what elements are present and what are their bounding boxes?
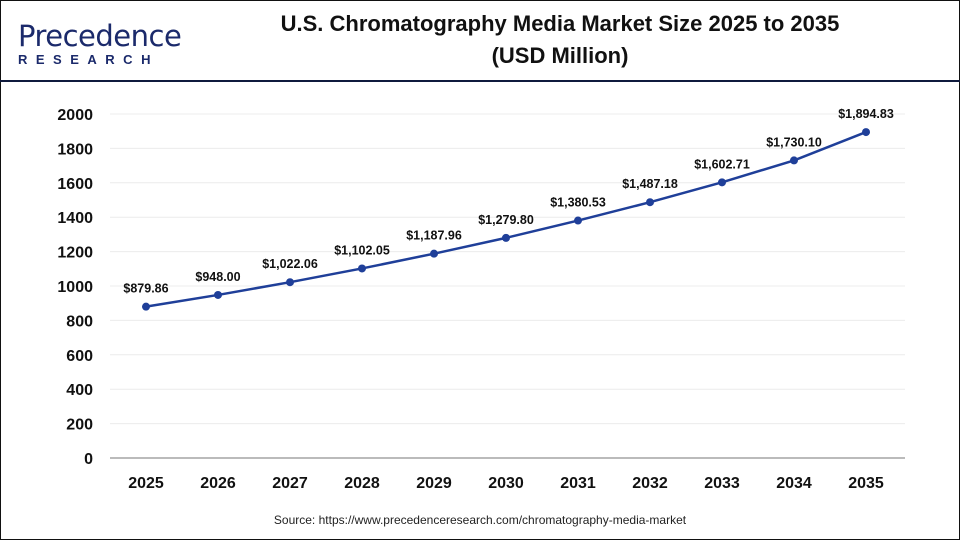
data-label: $1,022.06 bbox=[262, 257, 318, 271]
title-line-2: (USD Million) bbox=[491, 43, 629, 68]
x-tick-label: 2031 bbox=[560, 475, 596, 492]
data-label: $1,894.83 bbox=[838, 107, 894, 121]
data-point bbox=[574, 216, 582, 225]
data-point bbox=[214, 290, 222, 299]
source-note: Source: https://www.precedenceresearch.c… bbox=[273, 513, 687, 527]
title-line-1: U.S. Chromatography Media Market Size 20… bbox=[280, 11, 840, 36]
x-tick-label: 2026 bbox=[200, 475, 236, 492]
data-label: $1,187.96 bbox=[406, 229, 462, 243]
y-tick-label: 1400 bbox=[57, 210, 93, 227]
data-point bbox=[718, 178, 726, 187]
x-tick-label: 2028 bbox=[344, 475, 380, 492]
data-label: $1,730.10 bbox=[766, 135, 822, 149]
x-tick-label: 2027 bbox=[272, 475, 308, 492]
data-point bbox=[430, 249, 438, 258]
y-tick-label: 400 bbox=[66, 382, 93, 399]
y-tick-label: 0 bbox=[84, 451, 93, 468]
data-label: $1,279.80 bbox=[478, 213, 534, 227]
y-tick-label: 2000 bbox=[57, 107, 93, 124]
x-tick-label: 2033 bbox=[704, 475, 740, 492]
data-label: $879.86 bbox=[123, 282, 168, 296]
logo-main-text: Precedence bbox=[18, 19, 182, 53]
chart-title: U.S. Chromatography Media Market Size 20… bbox=[230, 8, 890, 72]
data-point bbox=[142, 302, 150, 311]
data-point bbox=[286, 278, 294, 287]
logo-sub-text: RESEARCH bbox=[18, 52, 159, 67]
x-tick-label: 2035 bbox=[848, 475, 884, 492]
y-tick-label: 1000 bbox=[57, 279, 93, 296]
x-tick-label: 2025 bbox=[128, 475, 164, 492]
data-label: $1,487.18 bbox=[622, 177, 678, 191]
x-tick-label: 2034 bbox=[776, 475, 812, 492]
header-divider bbox=[0, 80, 960, 82]
logo: Precedence RESEARCH bbox=[18, 19, 182, 68]
data-point bbox=[646, 198, 654, 207]
y-tick-label: 1800 bbox=[57, 141, 93, 158]
x-tick-label: 2032 bbox=[632, 475, 668, 492]
y-tick-label: 200 bbox=[66, 417, 93, 434]
y-tick-label: 1600 bbox=[57, 176, 93, 193]
y-tick-label: 1200 bbox=[57, 245, 93, 262]
data-label: $948.00 bbox=[195, 270, 240, 284]
data-label: $1,380.53 bbox=[550, 196, 606, 210]
data-label: $1,602.71 bbox=[694, 157, 750, 171]
x-tick-label: 2029 bbox=[416, 475, 452, 492]
y-tick-label: 600 bbox=[66, 348, 93, 365]
data-point bbox=[358, 264, 366, 273]
y-tick-label: 800 bbox=[66, 313, 93, 330]
data-label: $1,102.05 bbox=[334, 243, 390, 257]
data-point bbox=[862, 128, 870, 137]
data-point bbox=[790, 156, 798, 165]
x-tick-label: 2030 bbox=[488, 475, 524, 492]
data-point bbox=[502, 233, 510, 242]
